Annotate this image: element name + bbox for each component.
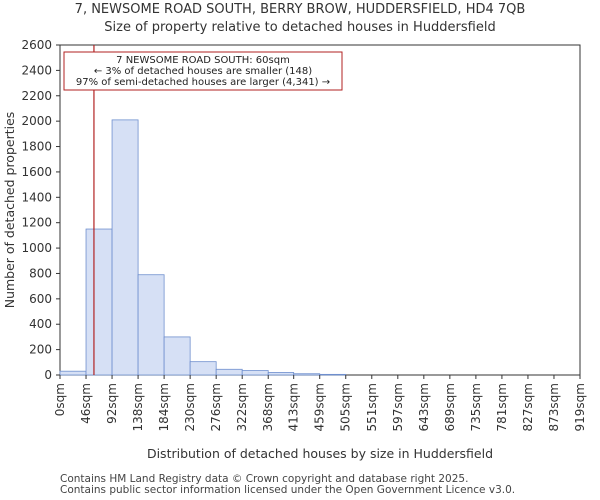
histogram-bar bbox=[319, 373, 347, 376]
x-axis-label: Distribution of detached houses by size … bbox=[147, 446, 493, 461]
x-tick-label: 46sqm bbox=[79, 383, 93, 424]
chart-subtitle: Size of property relative to detached ho… bbox=[104, 20, 496, 35]
y-axis-label: Number of detached properties bbox=[2, 112, 17, 309]
x-tick-label: 827sqm bbox=[521, 383, 535, 431]
y-tick-label: 600 bbox=[29, 292, 52, 306]
chart-title: 7, NEWSOME ROAD SOUTH, BERRY BROW, HUDDE… bbox=[74, 2, 526, 17]
histogram-bar bbox=[85, 228, 113, 376]
x-tick-label: 643sqm bbox=[417, 383, 431, 431]
annotation-line: 97% of semi-detached houses are larger (… bbox=[76, 77, 330, 88]
histogram-bar bbox=[267, 372, 295, 376]
x-tick-label: 735sqm bbox=[469, 383, 483, 431]
y-tick-label: 2400 bbox=[21, 63, 52, 77]
y-tick-label: 1400 bbox=[21, 190, 52, 204]
footer-licence: Contains public sector information licen… bbox=[60, 484, 516, 496]
x-tick-label: 597sqm bbox=[391, 383, 405, 431]
x-tick-label: 459sqm bbox=[313, 383, 327, 431]
annotation-line: ← 3% of detached houses are smaller (148… bbox=[94, 66, 312, 77]
y-tick-label: 1800 bbox=[21, 140, 52, 154]
y-tick-label: 800 bbox=[29, 266, 52, 280]
y-tick-label: 2600 bbox=[21, 38, 52, 52]
x-tick-label: 551sqm bbox=[365, 383, 379, 431]
x-tick-label: 0sqm bbox=[53, 383, 67, 416]
x-tick-label: 92sqm bbox=[105, 383, 119, 424]
x-tick-label: 873sqm bbox=[547, 383, 561, 431]
histogram-bar bbox=[59, 370, 87, 376]
x-tick-label: 781sqm bbox=[495, 383, 509, 431]
histogram-bar bbox=[241, 370, 269, 376]
histogram-bar bbox=[215, 368, 243, 376]
x-tick-label: 368sqm bbox=[261, 383, 275, 431]
y-tick-label: 400 bbox=[29, 317, 52, 331]
histogram-bar bbox=[137, 274, 165, 376]
x-tick-label: 413sqm bbox=[287, 383, 301, 431]
histogram-chart: 0 200 400 600 800 1000 1200 1400 1600 1800 2000 220… bbox=[2, 38, 587, 461]
y-tick-label: 2200 bbox=[21, 89, 52, 103]
x-tick-label: 276sqm bbox=[209, 383, 223, 431]
y-tick-label: 2000 bbox=[21, 114, 52, 128]
x-tick-label: 919sqm bbox=[573, 383, 587, 431]
annotation-line: 7 NEWSOME ROAD SOUTH: 60sqm bbox=[116, 55, 290, 66]
x-tick-label: 230sqm bbox=[183, 383, 197, 431]
histogram-bar bbox=[293, 373, 321, 376]
x-tick-label: 505sqm bbox=[339, 383, 353, 431]
y-tick-label: 1200 bbox=[21, 216, 52, 230]
x-tick-label: 689sqm bbox=[443, 383, 457, 431]
x-tick-label: 184sqm bbox=[157, 383, 171, 431]
histogram-bar bbox=[189, 361, 217, 376]
x-tick-label: 138sqm bbox=[131, 383, 145, 431]
y-tick-label: 0 bbox=[44, 368, 52, 382]
annotation-box bbox=[63, 51, 343, 91]
histogram-bar bbox=[111, 119, 139, 376]
histogram-bar bbox=[163, 336, 191, 376]
y-tick-label: 1600 bbox=[21, 165, 52, 179]
y-tick-label: 1000 bbox=[21, 241, 52, 255]
x-tick-label: 322sqm bbox=[235, 383, 249, 431]
footer-copyright: Contains HM Land Registry data © Crown c… bbox=[60, 473, 469, 485]
y-tick-label: 200 bbox=[29, 343, 52, 357]
